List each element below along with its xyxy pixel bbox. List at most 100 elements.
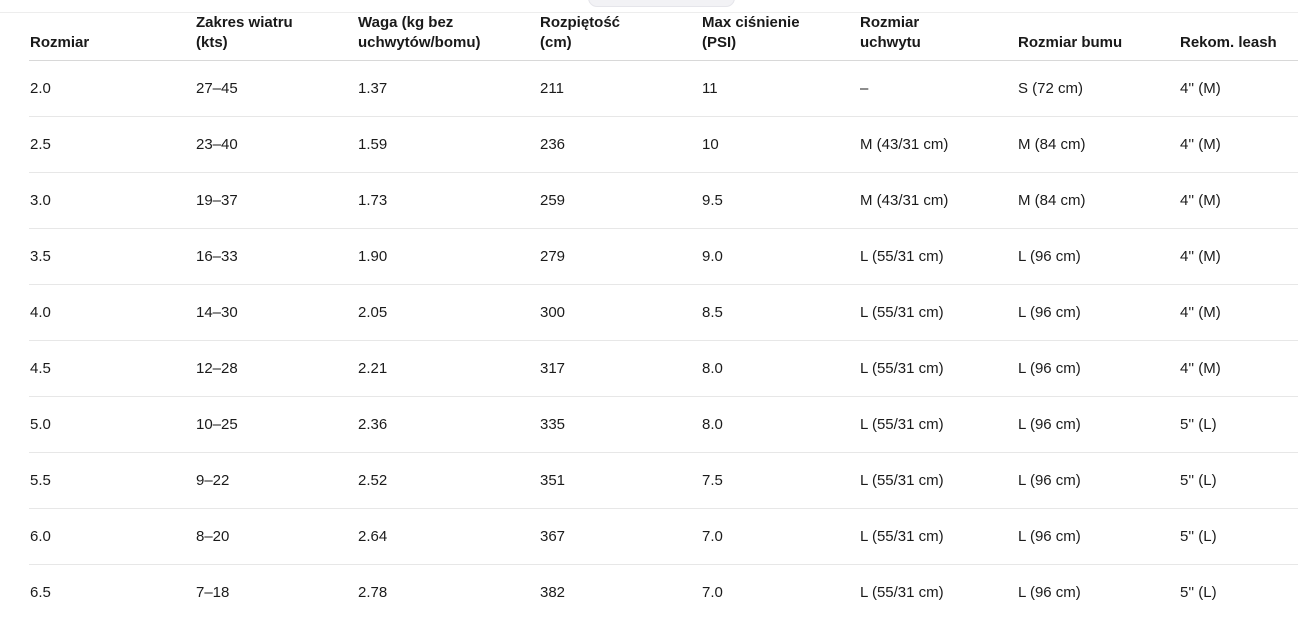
cell-handle-size: L (55/31 cm) [860, 584, 944, 601]
cell-leash: 5'' (L) [1180, 528, 1217, 545]
cell-weight: 1.73 [358, 192, 388, 209]
cell-max-pressure: 8.5 [702, 304, 723, 321]
cell-max-pressure: 9.5 [702, 192, 723, 209]
cell-wind-range: 23–40 [196, 136, 238, 153]
cell-size: 4.0 [30, 304, 51, 321]
cell-weight: 2.05 [358, 304, 388, 321]
cell-span: 317 [540, 360, 566, 377]
cell-leash: 4'' (M) [1180, 136, 1221, 153]
cell-handle-size: L (55/31 cm) [860, 528, 944, 545]
cell-handle-size: L (55/31 cm) [860, 360, 944, 377]
cell-span: 211 [540, 80, 564, 97]
cell-boom-size: L (96 cm) [1018, 472, 1081, 489]
cell-size: 4.5 [30, 360, 51, 377]
column-header-wind-range: Zakres wiatru (kts) [196, 14, 293, 51]
table-row: 4.5 12–28 2.21 317 8.0 L (55/31 cm) L (96 cm) 4… [0, 341, 1298, 397]
table-row: 4.0 14–30 2.05 300 8.5 L (55/31 cm) L (96 cm) 4… [0, 285, 1298, 341]
cell-weight: 2.64 [358, 528, 388, 545]
cell-boom-size: M (84 cm) [1018, 136, 1086, 153]
cell-max-pressure: 7.0 [702, 528, 723, 545]
table-body: 2.0 27–45 1.37 211 11 – S (72 cm) 4'' (M) 2.5 23–… [0, 61, 1298, 621]
cell-span: 300 [540, 304, 566, 321]
cell-max-pressure: 8.0 [702, 416, 723, 433]
cell-size: 5.5 [30, 472, 51, 489]
cell-span: 279 [540, 248, 566, 265]
column-header-weight: Waga (kg bez uchwytów/bomu) [358, 14, 481, 51]
cell-leash: 4'' (M) [1180, 192, 1221, 209]
cell-weight: 2.36 [358, 416, 388, 433]
column-header-boom-size: Rozmiar bumu [1018, 34, 1123, 51]
cell-weight: 1.90 [358, 248, 388, 265]
cell-weight: 2.52 [358, 472, 388, 489]
cell-handle-size: L (55/31 cm) [860, 248, 944, 265]
cell-boom-size: M (84 cm) [1018, 192, 1086, 209]
cell-wind-range: 9–22 [196, 472, 230, 489]
cell-leash: 4'' (M) [1180, 360, 1221, 377]
cell-wind-range: 12–28 [196, 360, 238, 377]
table-header-row: Rozmiar Zakres wiatru (kts) Waga (kg bez u… [0, 13, 1298, 61]
cell-leash: 5'' (L) [1180, 472, 1217, 489]
cell-wind-range: 10–25 [196, 416, 238, 433]
top-overlay-pill [588, 0, 735, 7]
table-row: 6.5 7–18 2.78 382 7.0 L (55/31 cm) L (96 cm) 5'… [0, 565, 1298, 621]
cell-boom-size: L (96 cm) [1018, 416, 1081, 433]
column-header-span: Rozpiętość (cm) [540, 14, 621, 51]
cell-size: 3.0 [30, 192, 51, 209]
cell-span: 236 [540, 136, 566, 153]
cell-span: 367 [540, 528, 566, 545]
cell-size: 6.0 [30, 528, 51, 545]
table-row: 5.5 9–22 2.52 351 7.5 L (55/31 cm) L (96 cm) 5'… [0, 453, 1298, 509]
cell-boom-size: S (72 cm) [1018, 80, 1084, 97]
cell-max-pressure: 7.0 [702, 584, 723, 601]
column-header-handle-size: Rozmiar uchwytu [860, 14, 921, 51]
cell-handle-size: M (43/31 cm) [860, 136, 949, 153]
cell-max-pressure: 11 [702, 80, 718, 97]
table-row: 3.5 16–33 1.90 279 9.0 L (55/31 cm) L (96 cm) 4… [0, 229, 1298, 285]
cell-size: 2.0 [30, 80, 51, 97]
cell-max-pressure: 10 [702, 136, 719, 153]
cell-leash: 4'' (M) [1180, 248, 1221, 265]
cell-handle-size: M (43/31 cm) [860, 192, 949, 209]
table-row: 5.0 10–25 2.36 335 8.0 L (55/31 cm) L (96 cm) 5… [0, 397, 1298, 453]
column-header-leash: Rekom. leash [1180, 34, 1277, 51]
cell-weight: 2.78 [358, 584, 388, 601]
cell-wind-range: 19–37 [196, 192, 238, 209]
column-header-size: Rozmiar [30, 34, 90, 51]
spec-table: Rozmiar Zakres wiatru (kts) Waga (kg bez u… [0, 12, 1298, 621]
column-header-max-pressure: Max ciśnienie (PSI) [702, 14, 800, 51]
cell-size: 3.5 [30, 248, 51, 265]
table-row: 2.5 23–40 1.59 236 10 M (43/31 cm) M (84 cm) 4'… [0, 117, 1298, 173]
cell-boom-size: L (96 cm) [1018, 584, 1081, 601]
cell-handle-size: – [860, 80, 869, 97]
cell-boom-size: L (96 cm) [1018, 248, 1081, 265]
cell-wind-range: 8–20 [196, 528, 230, 545]
cell-size: 2.5 [30, 136, 51, 153]
cell-max-pressure: 7.5 [702, 472, 723, 489]
cell-weight: 1.37 [358, 80, 388, 97]
cell-handle-size: L (55/31 cm) [860, 416, 944, 433]
cell-size: 6.5 [30, 584, 51, 601]
cell-weight: 1.59 [358, 136, 388, 153]
cell-boom-size: L (96 cm) [1018, 304, 1081, 321]
cell-leash: 4'' (M) [1180, 304, 1221, 321]
table-row: 6.0 8–20 2.64 367 7.0 L (55/31 cm) L (96 cm) 5'… [0, 509, 1298, 565]
cell-wind-range: 7–18 [196, 584, 230, 601]
cell-boom-size: L (96 cm) [1018, 360, 1081, 377]
table-row: 2.0 27–45 1.37 211 11 – S (72 cm) 4'' (M) [0, 61, 1298, 117]
cell-leash: 5'' (L) [1180, 584, 1217, 601]
cell-leash: 5'' (L) [1180, 416, 1217, 433]
cell-wind-range: 27–45 [196, 80, 238, 97]
cell-wind-range: 16–33 [196, 248, 238, 265]
cell-size: 5.0 [30, 416, 51, 433]
cell-max-pressure: 8.0 [702, 360, 723, 377]
cell-span: 382 [540, 584, 566, 601]
cell-boom-size: L (96 cm) [1018, 528, 1081, 545]
cell-leash: 4'' (M) [1180, 80, 1221, 97]
table-row: 3.0 19–37 1.73 259 9.5 M (43/31 cm) M (84 cm) 4… [0, 173, 1298, 229]
cell-span: 351 [540, 472, 566, 489]
cell-handle-size: L (55/31 cm) [860, 472, 944, 489]
cell-max-pressure: 9.0 [702, 248, 723, 265]
cell-wind-range: 14–30 [196, 304, 238, 321]
cell-handle-size: L (55/31 cm) [860, 304, 944, 321]
